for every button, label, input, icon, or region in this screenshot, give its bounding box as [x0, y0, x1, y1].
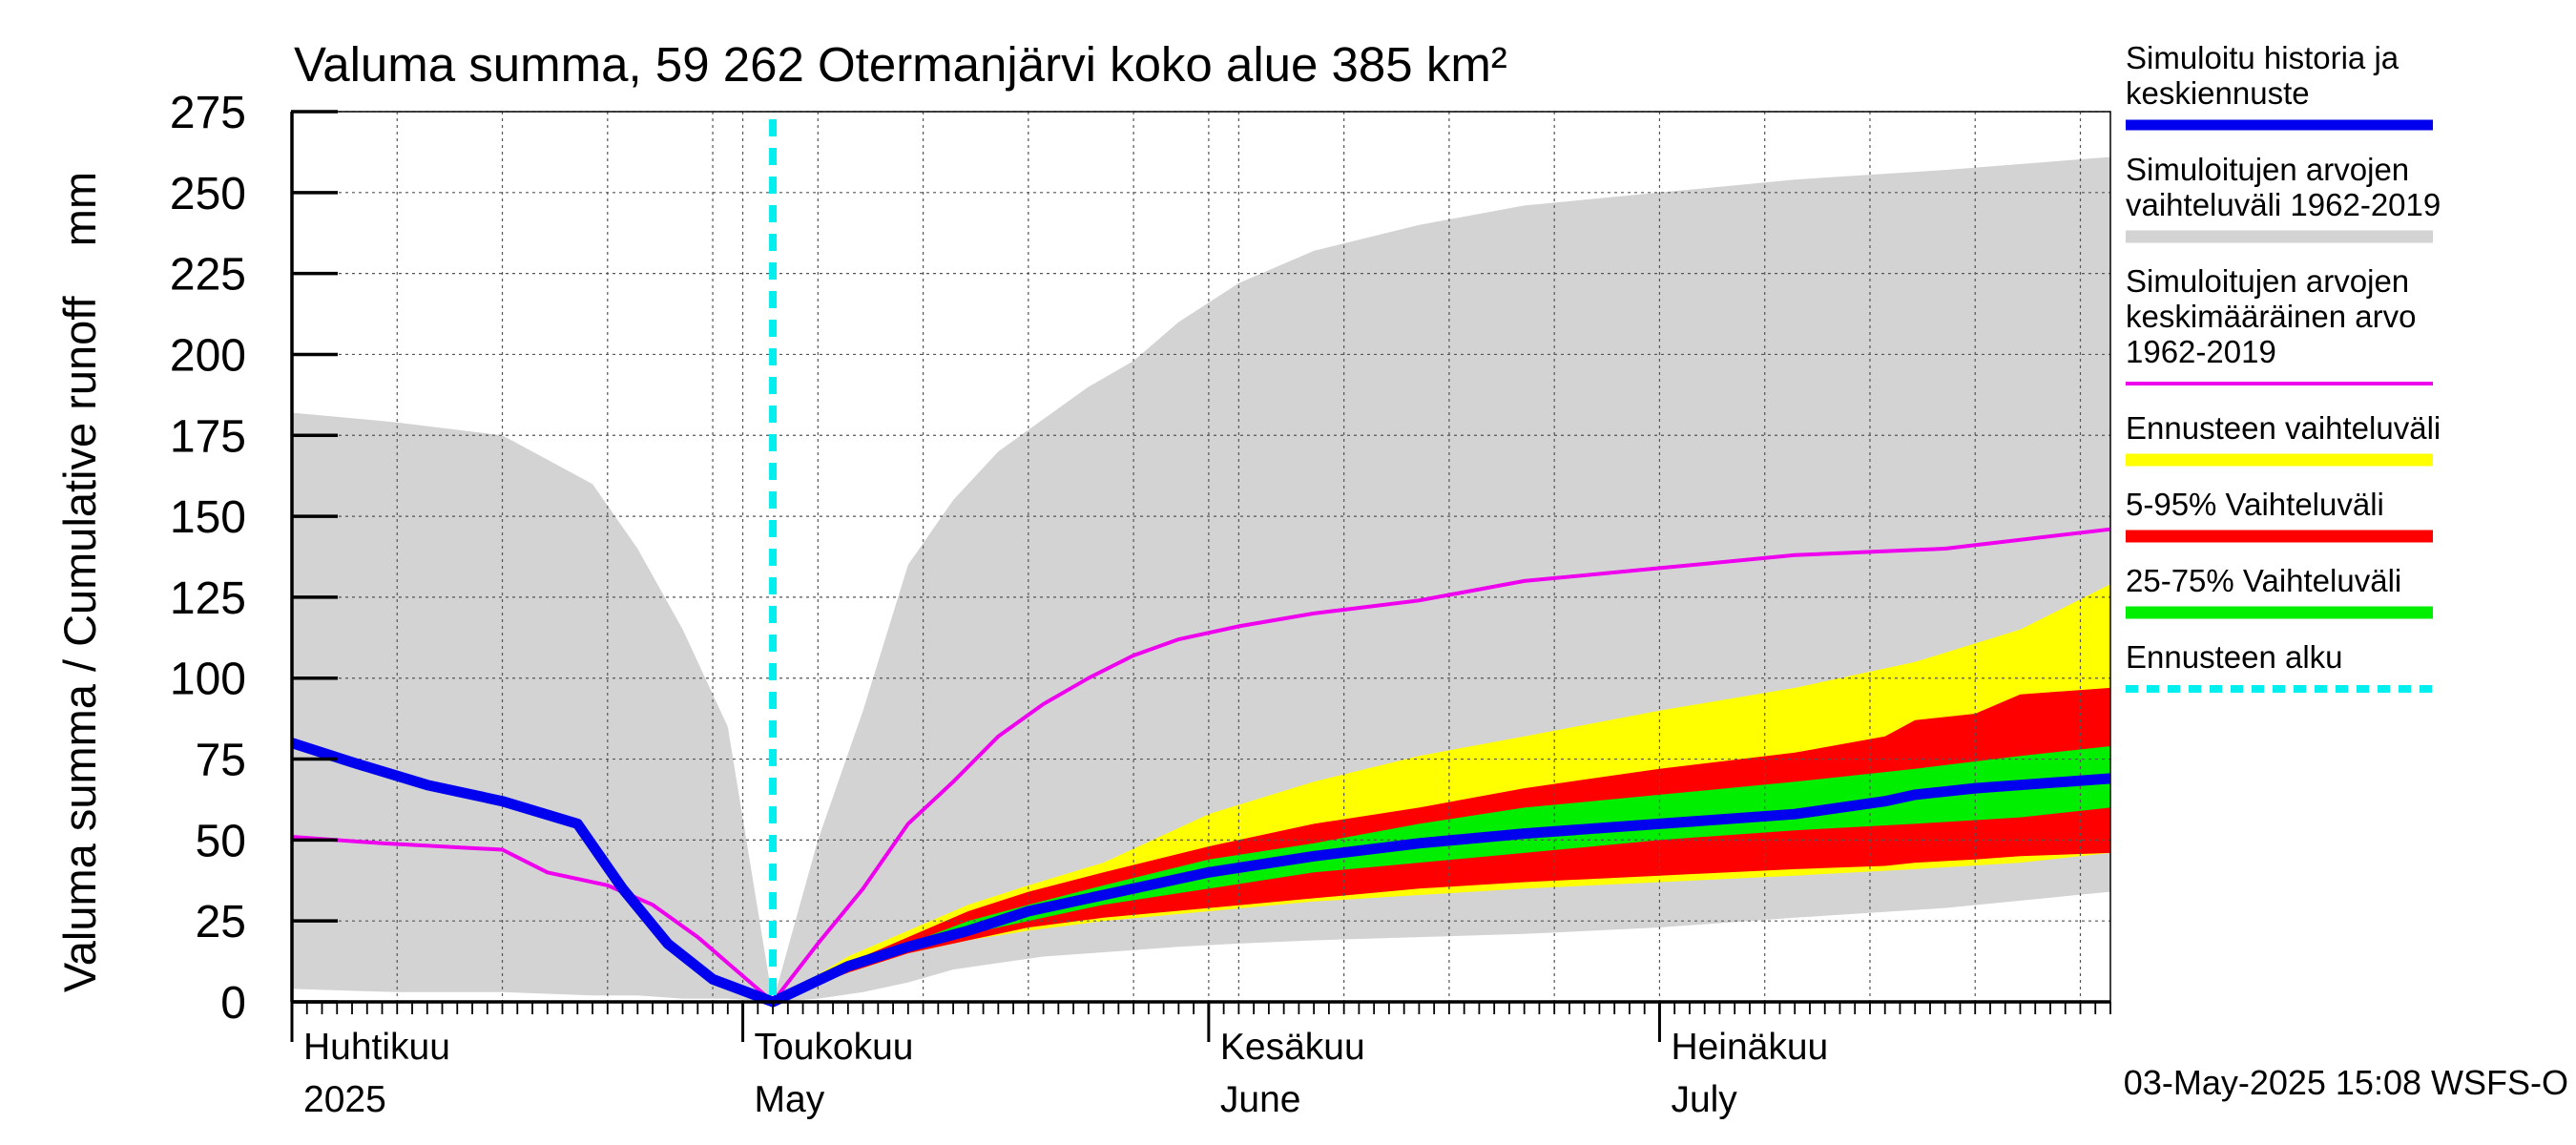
legend-label-fc_start: Ennusteen alku	[2126, 639, 2343, 675]
legend-label-mean: keskimääräinen arvo	[2126, 299, 2416, 334]
axes-layer: 0 25 50 75 100 125 150 175 200 225 250 275 Huhtikuu 2…	[170, 88, 2111, 1120]
historical-mean-line	[291, 527, 2111, 1005]
x-month-label-en: June	[1220, 1079, 1301, 1120]
y-tick-label: 0	[220, 978, 246, 1029]
legend-label-p25_75: 25-75% Vaihteluväli	[2126, 563, 2401, 598]
x-month-label-fi: Heinäkuu	[1671, 1027, 1828, 1068]
y-tick-label: 150	[170, 492, 246, 543]
y-tick-label: 275	[170, 88, 246, 138]
legend-label-p5_95: 5-95% Vaihteluväli	[2126, 487, 2384, 522]
legend-label-mean: 1962-2019	[2126, 334, 2276, 369]
x-month-label-fi: Toukokuu	[755, 1027, 914, 1068]
percentile-25-75-band	[773, 746, 2110, 1002]
legend-label-range: Simuloitujen arvojen	[2126, 152, 2409, 187]
lines-layer	[290, 119, 2111, 1008]
legend-label-sim: keskiennuste	[2126, 75, 2310, 111]
y-tick-label: 75	[196, 736, 246, 786]
legend-label-range: vaihteluväli 1962-2019	[2126, 187, 2441, 222]
legend-label-sim: Simuloitu historia ja	[2126, 40, 2399, 75]
y-tick-label: 25	[196, 897, 246, 947]
x-month-label-en: 2025	[303, 1079, 386, 1120]
y-tick-label: 175	[170, 411, 246, 462]
y-tick-label: 50	[196, 816, 246, 866]
x-month-label-en: May	[755, 1079, 825, 1120]
y-tick-label: 200	[170, 330, 246, 381]
y-axis-label: Valuma summa / Cumulative runoff mm	[54, 172, 105, 992]
x-month-label-fi: Kesäkuu	[1220, 1027, 1365, 1068]
simulated-median-line	[290, 738, 2111, 1008]
footer-timestamp: 03-May-2025 15:08 WSFS-O	[2124, 1063, 2568, 1102]
chart-title: Valuma summa, 59 262 Otermanjärvi koko a…	[294, 37, 1507, 92]
legend-label-mean: Simuloitujen arvojen	[2126, 263, 2409, 299]
y-tick-label: 100	[170, 655, 246, 705]
x-month-label-en: July	[1671, 1079, 1737, 1120]
legend-label-fc_range: Ennusteen vaihteluväli	[2126, 410, 2441, 446]
x-month-label-fi: Huhtikuu	[303, 1027, 450, 1068]
y-tick-label: 225	[170, 250, 246, 301]
y-tick-label: 125	[170, 573, 246, 624]
y-tick-label: 250	[170, 169, 246, 219]
grid-layer	[291, 111, 2110, 1002]
